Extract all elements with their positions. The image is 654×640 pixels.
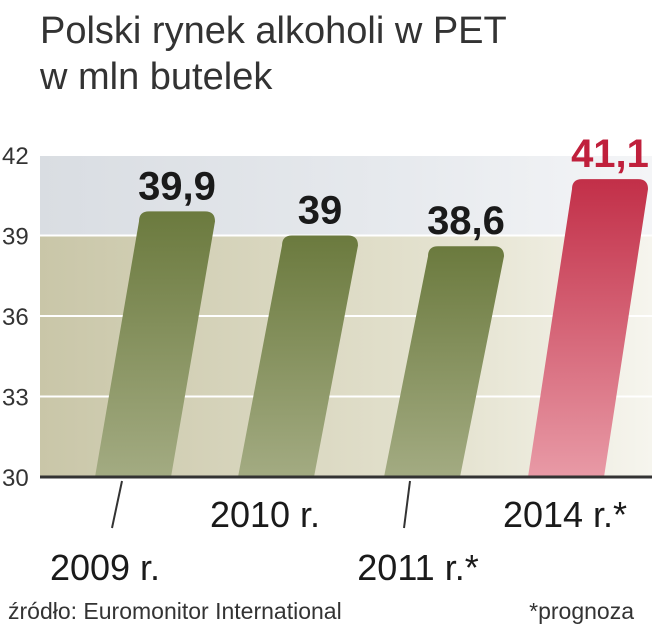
category-pointer [111, 480, 123, 529]
bar-value-label: 38,6 [427, 199, 505, 243]
y-tick-label: 39 [2, 224, 29, 251]
x-category-label: 2010 r. [210, 494, 320, 535]
x-axis: 2009 r. 2010 r. 2011 r.* 2014 r.* [50, 480, 627, 588]
bars [95, 179, 648, 477]
bar-value-label: 39 [298, 189, 343, 233]
bar [238, 235, 358, 477]
y-tick-label: 33 [2, 385, 29, 412]
chart-subtitle: w mln butelek [40, 56, 273, 98]
bar-value-label: 39,9 [138, 164, 216, 208]
y-tick-label: 36 [2, 304, 29, 331]
chart-title-block: Polski rynek alkoholi w PET w mln butele… [40, 8, 507, 100]
y-tick-label: 30 [2, 465, 29, 492]
bar [384, 246, 504, 477]
data-labels: 39,9 39 38,6 41,1 [138, 132, 649, 243]
bar-chart: 30 33 36 39 42 39,9 39 38,6 41,1 2009 r. 2010 r.… [2, 132, 652, 588]
bar [95, 211, 215, 477]
forecast-note: *prognoza [529, 598, 634, 624]
bar [528, 179, 648, 477]
y-tick-label: 42 [2, 143, 29, 170]
source-note: źródło: Euromonitor International [8, 598, 342, 624]
category-pointer [403, 480, 411, 529]
x-category-label: 2011 r.* [357, 547, 478, 588]
bar-value-label: 41,1 [571, 132, 649, 176]
chart-title: Polski rynek alkoholi w PET [40, 10, 507, 52]
x-category-label: 2009 r. [50, 547, 160, 588]
x-category-label: 2014 r.* [503, 494, 627, 535]
y-axis: 30 33 36 39 42 [2, 143, 29, 492]
